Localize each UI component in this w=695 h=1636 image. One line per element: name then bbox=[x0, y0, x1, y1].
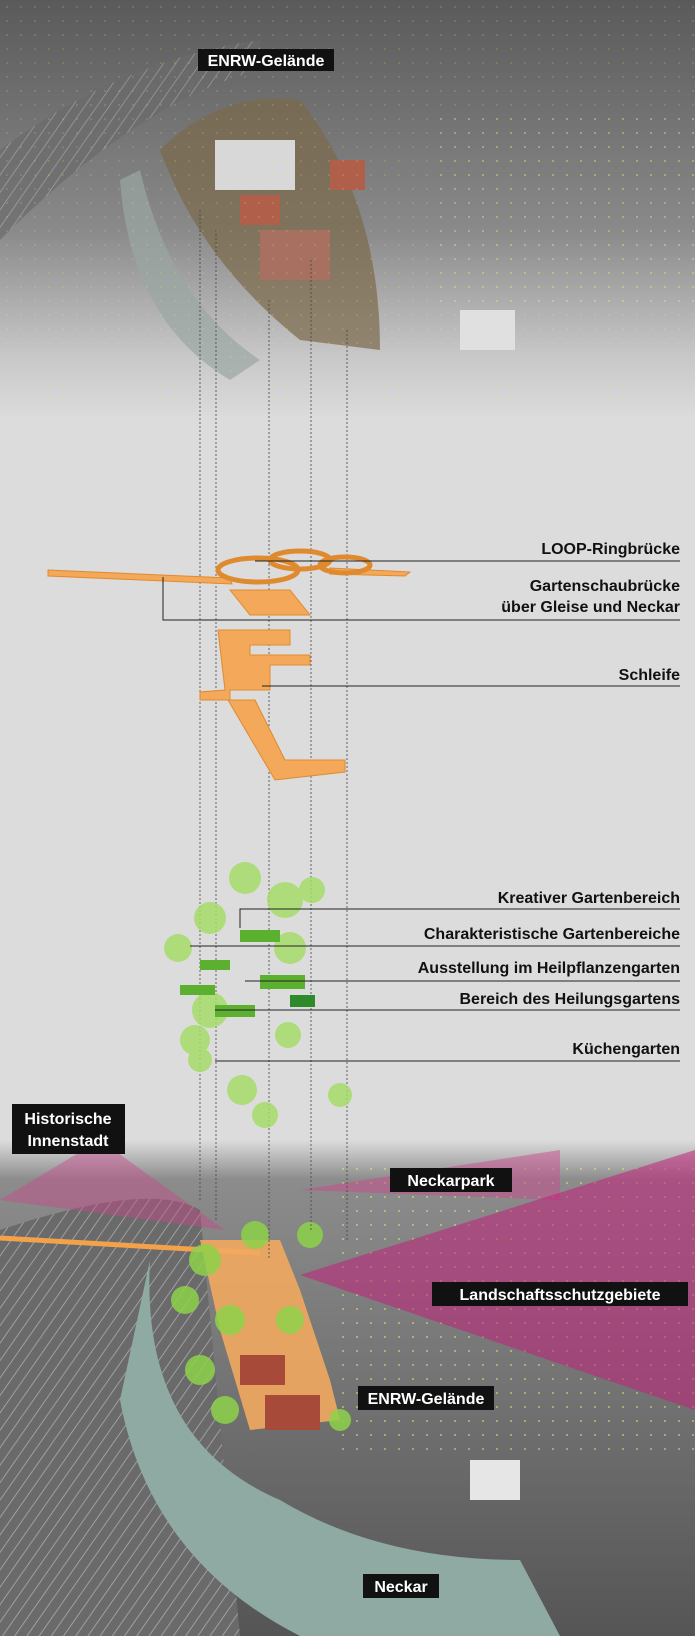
place-label: Neckarpark bbox=[407, 1173, 494, 1190]
place-label: Innenstadt bbox=[28, 1133, 110, 1150]
bridge-label: Gartenschaubrücke bbox=[530, 578, 680, 595]
bridge-leaders bbox=[162, 560, 680, 687]
bridge-label: LOOP-Ringbrücke bbox=[541, 541, 680, 558]
place-label: ENRW-Gelände bbox=[368, 1391, 485, 1408]
site-label: ENRW-Gelände bbox=[208, 53, 325, 70]
garden-label: Charakteristische Gartenbereiche bbox=[424, 926, 680, 943]
place-label: Landschaftsschutzgebiete bbox=[460, 1287, 661, 1304]
top-photo bbox=[0, 0, 695, 420]
bridge-label: über Gleise und Neckar bbox=[501, 599, 680, 616]
garden-label: Küchengarten bbox=[572, 1041, 680, 1058]
place-label: Neckar bbox=[374, 1579, 427, 1596]
bottom-labels: Historische Innenstadt Neckarpark Landsc… bbox=[12, 1104, 688, 1598]
garden-label: Kreativer Gartenbereich bbox=[498, 890, 680, 907]
place-label: Historische bbox=[24, 1111, 111, 1128]
garden-label: Ausstellung im Heilpflanzengarten bbox=[418, 960, 680, 977]
bridge-label: Schleife bbox=[619, 667, 680, 684]
garden-leaders bbox=[190, 908, 680, 1062]
garden-label: Bereich des Heilungsgartens bbox=[459, 991, 680, 1008]
garden-layer bbox=[164, 862, 352, 1128]
bottom-photo bbox=[0, 1140, 695, 1636]
bridge-layer bbox=[47, 548, 412, 781]
label-box bbox=[198, 49, 334, 71]
